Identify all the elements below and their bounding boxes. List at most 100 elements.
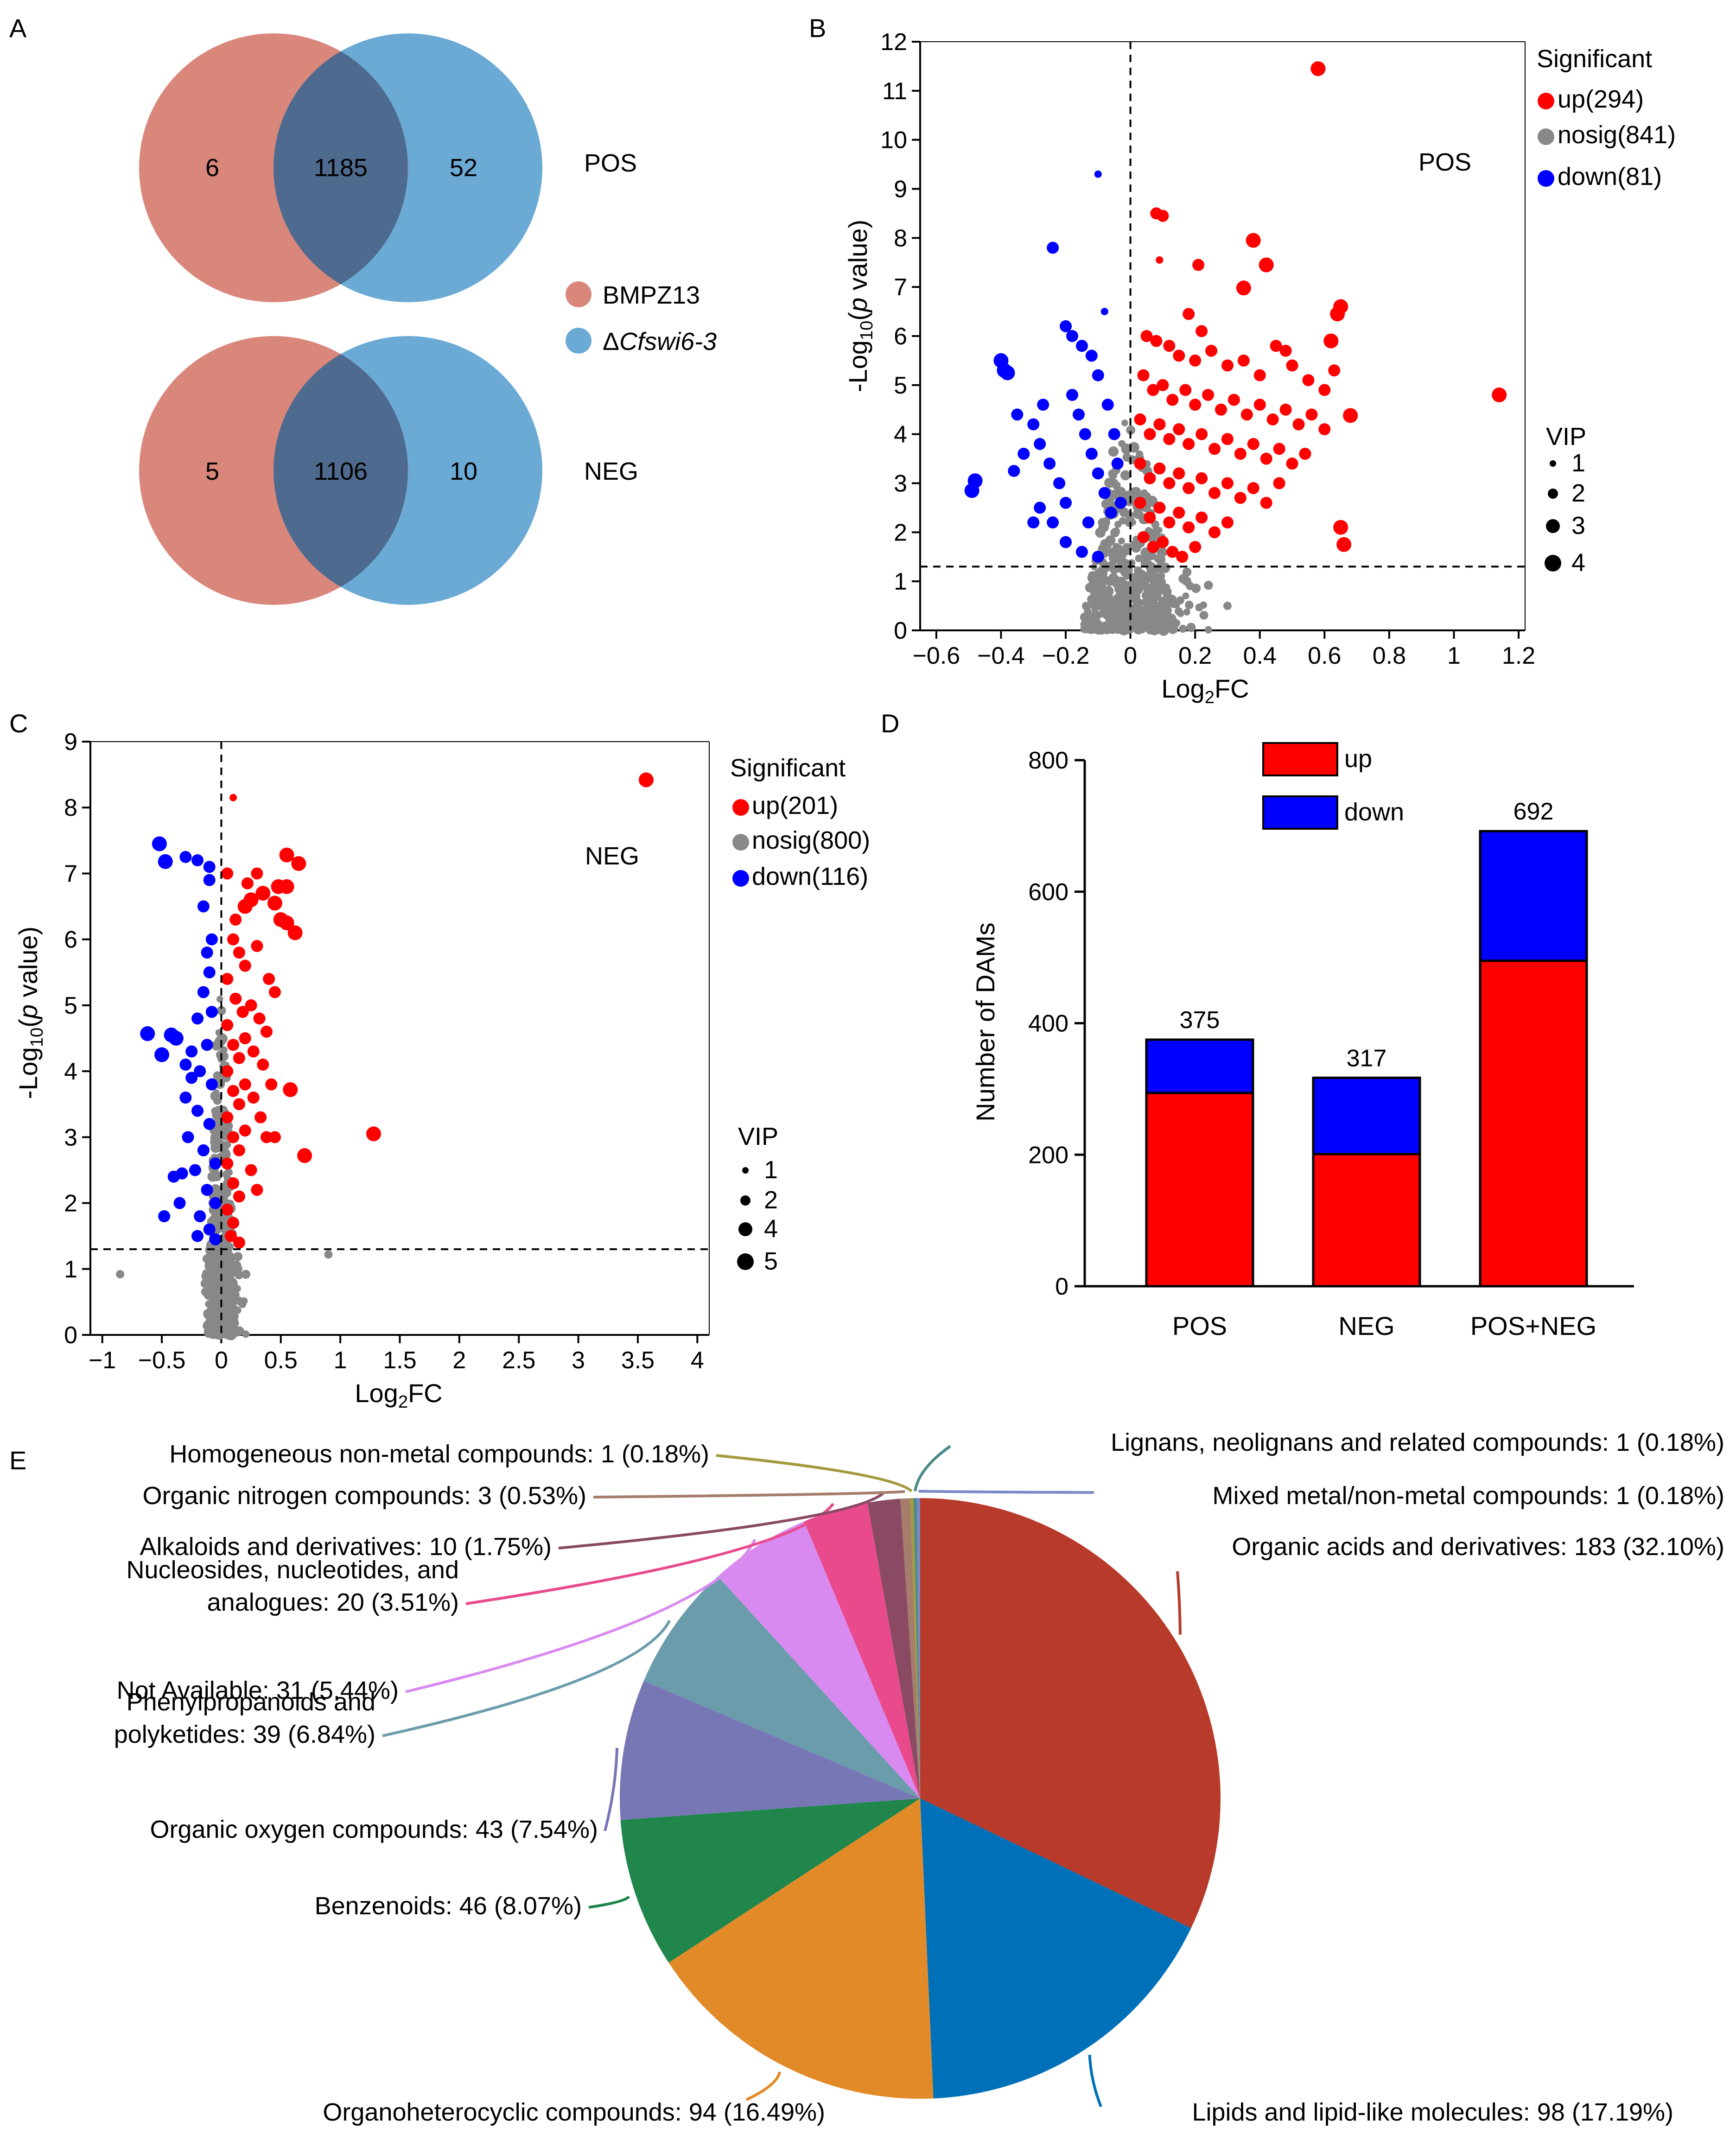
vpos-nosig-point [1161,601,1168,608]
pie-slice [620,1681,920,1820]
bar-ytick-label: 200 [1028,1142,1068,1169]
vneg-up-point [255,886,271,901]
vpos-down-point [1108,428,1120,440]
vneg-up-point [233,1236,245,1249]
vpos-nosig-point [1121,608,1132,618]
vpos-down-point [1098,487,1111,499]
vpos-up-point [1299,448,1311,460]
vpos-nosig-point [1107,607,1116,616]
vpos-nosig-point [1191,584,1201,593]
vneg-nosig-point [216,1033,228,1044]
venn-pos: 6 1185 52 POS [139,33,637,302]
vneg-down-point [179,1058,192,1071]
volcano-pos-down-points [964,170,1127,563]
vpos-down-point [1034,438,1046,450]
vpos-up-point [1227,394,1240,406]
vneg-nosig-point [208,1325,217,1334]
vpos-up-point [1173,423,1185,436]
pie-label: Homogeneous non-metal compounds: 1 (0.18… [169,1440,709,1468]
vneg-nosig-point [235,1271,243,1280]
vpos-ytick-label: 2 [894,519,907,546]
vneg-down-point [176,1167,188,1180]
venn-neg: 5 1106 10 NEG [139,336,638,605]
volcano-pos-nosig-points [1080,419,1232,636]
vpos-down-point [1000,365,1015,381]
venn-pos-label: POS [584,149,637,177]
vpos-nosig-point [1112,481,1121,490]
vneg-up-point [227,1177,240,1189]
vpos-up-point [1246,233,1261,248]
volcano-pos-legend-nosig: nosig(841) [1558,121,1676,149]
volcano-neg-legend-up-swatch [732,799,749,816]
legend-bmpz13-swatch [566,281,591,307]
vpos-nosig-point [1182,567,1192,577]
vneg-down-point [209,1157,222,1170]
panel-letter-e: E [9,1446,26,1475]
vpos-up-point [1234,492,1246,504]
vpos-nosig-point [1124,496,1134,507]
vpos-down-point [1017,448,1030,460]
vpos-nosig-point [1118,537,1125,545]
pie-leader-line [716,1454,913,1493]
vneg-up-point [247,1092,260,1104]
vpos-xtick-label: 0.8 [1373,642,1406,669]
panel-letter-c: C [9,709,28,738]
vpos-up-point [1279,403,1292,416]
vneg-up-point [224,1230,237,1242]
vpos-up-point [1240,408,1253,421]
vneg-nosig-point [220,1214,228,1222]
vpos-up-point [1173,467,1185,480]
vneg-up-point [221,1111,234,1124]
vpos-up-point [1157,536,1169,548]
pie-chart: Organic acids and derivatives: 183 (32.1… [114,1429,1724,2126]
vneg-down-point [154,1047,170,1062]
vneg-up-point [233,1144,245,1156]
bar-down-POS+NEG [1479,830,1588,962]
vpos-nosig-point [1204,626,1212,634]
vneg-down-point [168,1031,184,1046]
vpos-nosig-point [1174,607,1183,616]
vneg-up-point [267,896,282,911]
vpos-up-point [1173,507,1185,519]
vneg-ytick-label: 6 [64,927,77,953]
vpos-down-point [1060,320,1072,332]
vneg-nosig-point [215,1138,224,1149]
vneg-up-point [260,1025,273,1038]
vpos-nosig-point [1119,517,1126,525]
vpos-up-point [1166,546,1179,558]
volcano-neg-legend-up: up(201) [752,792,838,819]
vneg-down-point [191,1105,204,1117]
volcano-neg-legend-nosig-swatch [732,834,749,851]
vpos-up-point [1260,452,1272,465]
vpos-nosig-point [1116,487,1126,497]
vneg-xtick-label: 3.5 [621,1347,655,1374]
vneg-down-point [197,1144,210,1156]
pie-leader-line [914,1445,951,1492]
volcano-neg-y-label: -Log10(p value) [13,927,47,1099]
vpos-down-point [1047,241,1059,254]
pie-slice [668,1798,934,2099]
vpos-up-point [1270,340,1282,352]
venn-neg-overlap-count: 1106 [314,457,368,485]
vneg-up-point [221,1157,234,1170]
vpos-down-point [1072,408,1085,421]
vpos-down-point [1047,516,1059,529]
vpos-nosig-point [1113,622,1122,631]
vpos-down-point [1053,477,1066,489]
vneg-down-point [201,1184,213,1196]
vpos-nosig-point [1186,622,1196,632]
volcano-pos-vip-size-1 [1550,460,1556,467]
vpos-up-point [1266,413,1279,426]
vpos-down-point [967,473,983,489]
pie-leader-line [918,1490,1094,1494]
vpos-up-point [1253,399,1266,411]
vneg-down-point [205,933,218,946]
vneg-nosig-point [235,1326,244,1336]
vneg-up-point [257,1058,269,1071]
vpos-up-point [1260,496,1272,509]
vneg-xtick-label: 2.5 [502,1347,535,1374]
venn-pos-overlap-count: 1185 [314,154,368,182]
vpos-ytick-label: 11 [882,78,907,105]
vpos-ytick-label: 1 [894,568,907,595]
bar-legend-down: down [1344,798,1404,826]
